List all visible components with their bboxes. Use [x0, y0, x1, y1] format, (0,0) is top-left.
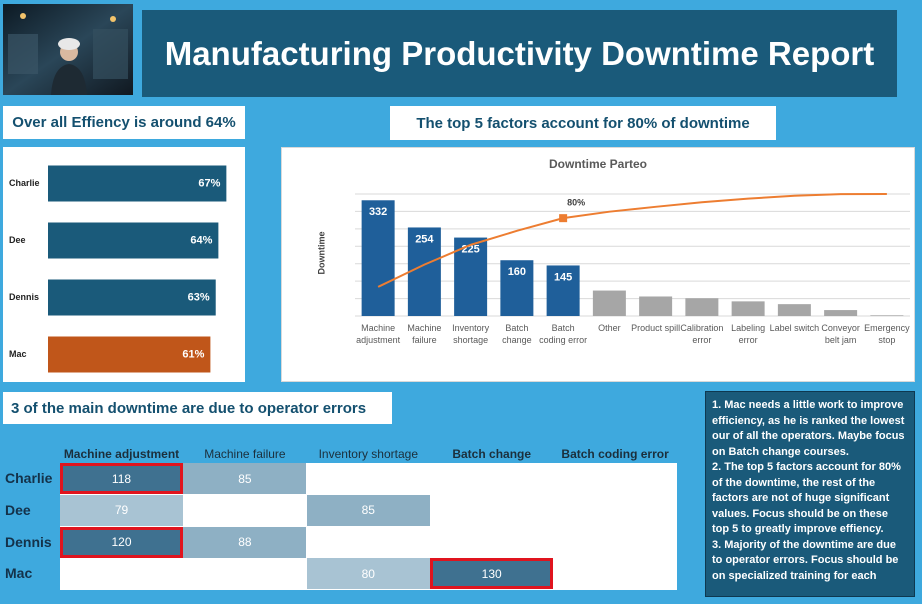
- report-title: Manufacturing Productivity Downtime Repo…: [142, 10, 897, 97]
- category-label: Dennis: [9, 292, 39, 302]
- row-label: Dennis: [5, 533, 52, 550]
- bar: [731, 301, 765, 316]
- column-header: Machine adjustment: [63, 447, 180, 461]
- bar: [824, 310, 858, 316]
- bar: [592, 290, 626, 316]
- x-tick-label: Batch change: [502, 323, 532, 345]
- chart-title: Downtime Parteo: [549, 157, 647, 171]
- table-cell: 120: [60, 526, 183, 558]
- bar: [361, 200, 395, 316]
- note: 3. Majority of the downtime are due to o…: [712, 538, 899, 582]
- x-tick-label: Product spill: [631, 323, 681, 333]
- bar: [500, 260, 534, 316]
- operator-heading: 3 of the main downtime are due to operat…: [3, 392, 392, 424]
- table-cell: 118: [60, 463, 183, 494]
- line-marker: [559, 214, 568, 223]
- table-cell: 80: [306, 558, 430, 590]
- x-tick-label: Machine failure: [407, 323, 442, 345]
- bar: [639, 296, 673, 316]
- x-tick-label: Other: [598, 323, 621, 333]
- table-cell: 130: [430, 558, 554, 590]
- value-label: 332: [369, 206, 387, 218]
- bar: [407, 227, 441, 316]
- pareto-chart: Downtime Parteo Downtime 332 254 225 160 145 80…: [281, 147, 915, 382]
- note: 2. The top 5 factors account for 80% of …: [712, 461, 901, 535]
- category-label: Dee: [9, 235, 26, 245]
- value-label: 64%: [190, 234, 212, 246]
- category-label: Charlie: [9, 178, 40, 188]
- category-label: Mac: [9, 349, 27, 359]
- x-tick-label: Calibration error: [680, 323, 724, 345]
- bar: [870, 315, 904, 316]
- column-header: Batch change: [452, 447, 532, 461]
- efficiency-heading: Over all Effiency is around 64%: [3, 106, 245, 139]
- bar: [48, 222, 219, 259]
- value-label: 61%: [182, 348, 204, 360]
- header-photo: [3, 4, 133, 95]
- value-label: 160: [508, 266, 526, 278]
- row-label: Mac: [5, 565, 33, 582]
- pareto-heading: The top 5 factors account for 80% of dow…: [390, 106, 776, 140]
- table-cell: 88: [183, 526, 307, 558]
- column-header: Inventory shortage: [318, 447, 418, 461]
- bar: [48, 279, 216, 316]
- x-tick-label: Labeling error: [731, 323, 766, 345]
- value-label: 254: [415, 233, 434, 245]
- bar: [546, 265, 580, 316]
- notes-box: 1. Mac needs a little work to improve ef…: [705, 391, 915, 597]
- value-label: 63%: [188, 291, 210, 303]
- column-header: Machine failure: [204, 447, 286, 461]
- bar: [48, 336, 211, 373]
- row-label: Charlie: [5, 470, 53, 486]
- note: 1. Mac needs a little work to improve ef…: [712, 399, 905, 458]
- bar: [48, 165, 227, 202]
- table-cell: 85: [306, 494, 430, 526]
- x-tick-label: Machine adjustment: [356, 323, 401, 345]
- x-tick-label: Batch coding error: [539, 323, 588, 345]
- value-label: 67%: [198, 177, 220, 189]
- x-tick-label: Label switch: [769, 323, 820, 333]
- bar: [685, 298, 719, 316]
- y-axis-label: Downtime: [316, 231, 326, 274]
- bar: [777, 304, 811, 316]
- row-label: Dee: [5, 501, 31, 518]
- value-label: 80%: [567, 198, 585, 208]
- x-tick-label: Inventory shortage: [452, 323, 490, 345]
- value-label: 145: [554, 271, 572, 283]
- table-cell: 85: [183, 463, 307, 494]
- column-header: Batch coding error: [561, 447, 669, 461]
- table-cell: 79: [60, 494, 183, 526]
- x-tick-label: Emergency stop: [864, 323, 910, 345]
- cumulative-line: [377, 193, 887, 288]
- x-tick-label: Conveyor belt jam: [821, 323, 860, 345]
- efficiency-svg: Charlie 67% Dee 64% Dennis 63% Mac 61%: [9, 165, 227, 373]
- efficiency-chart: Charlie 67% Dee 64% Dennis 63% Mac 61%: [3, 147, 245, 382]
